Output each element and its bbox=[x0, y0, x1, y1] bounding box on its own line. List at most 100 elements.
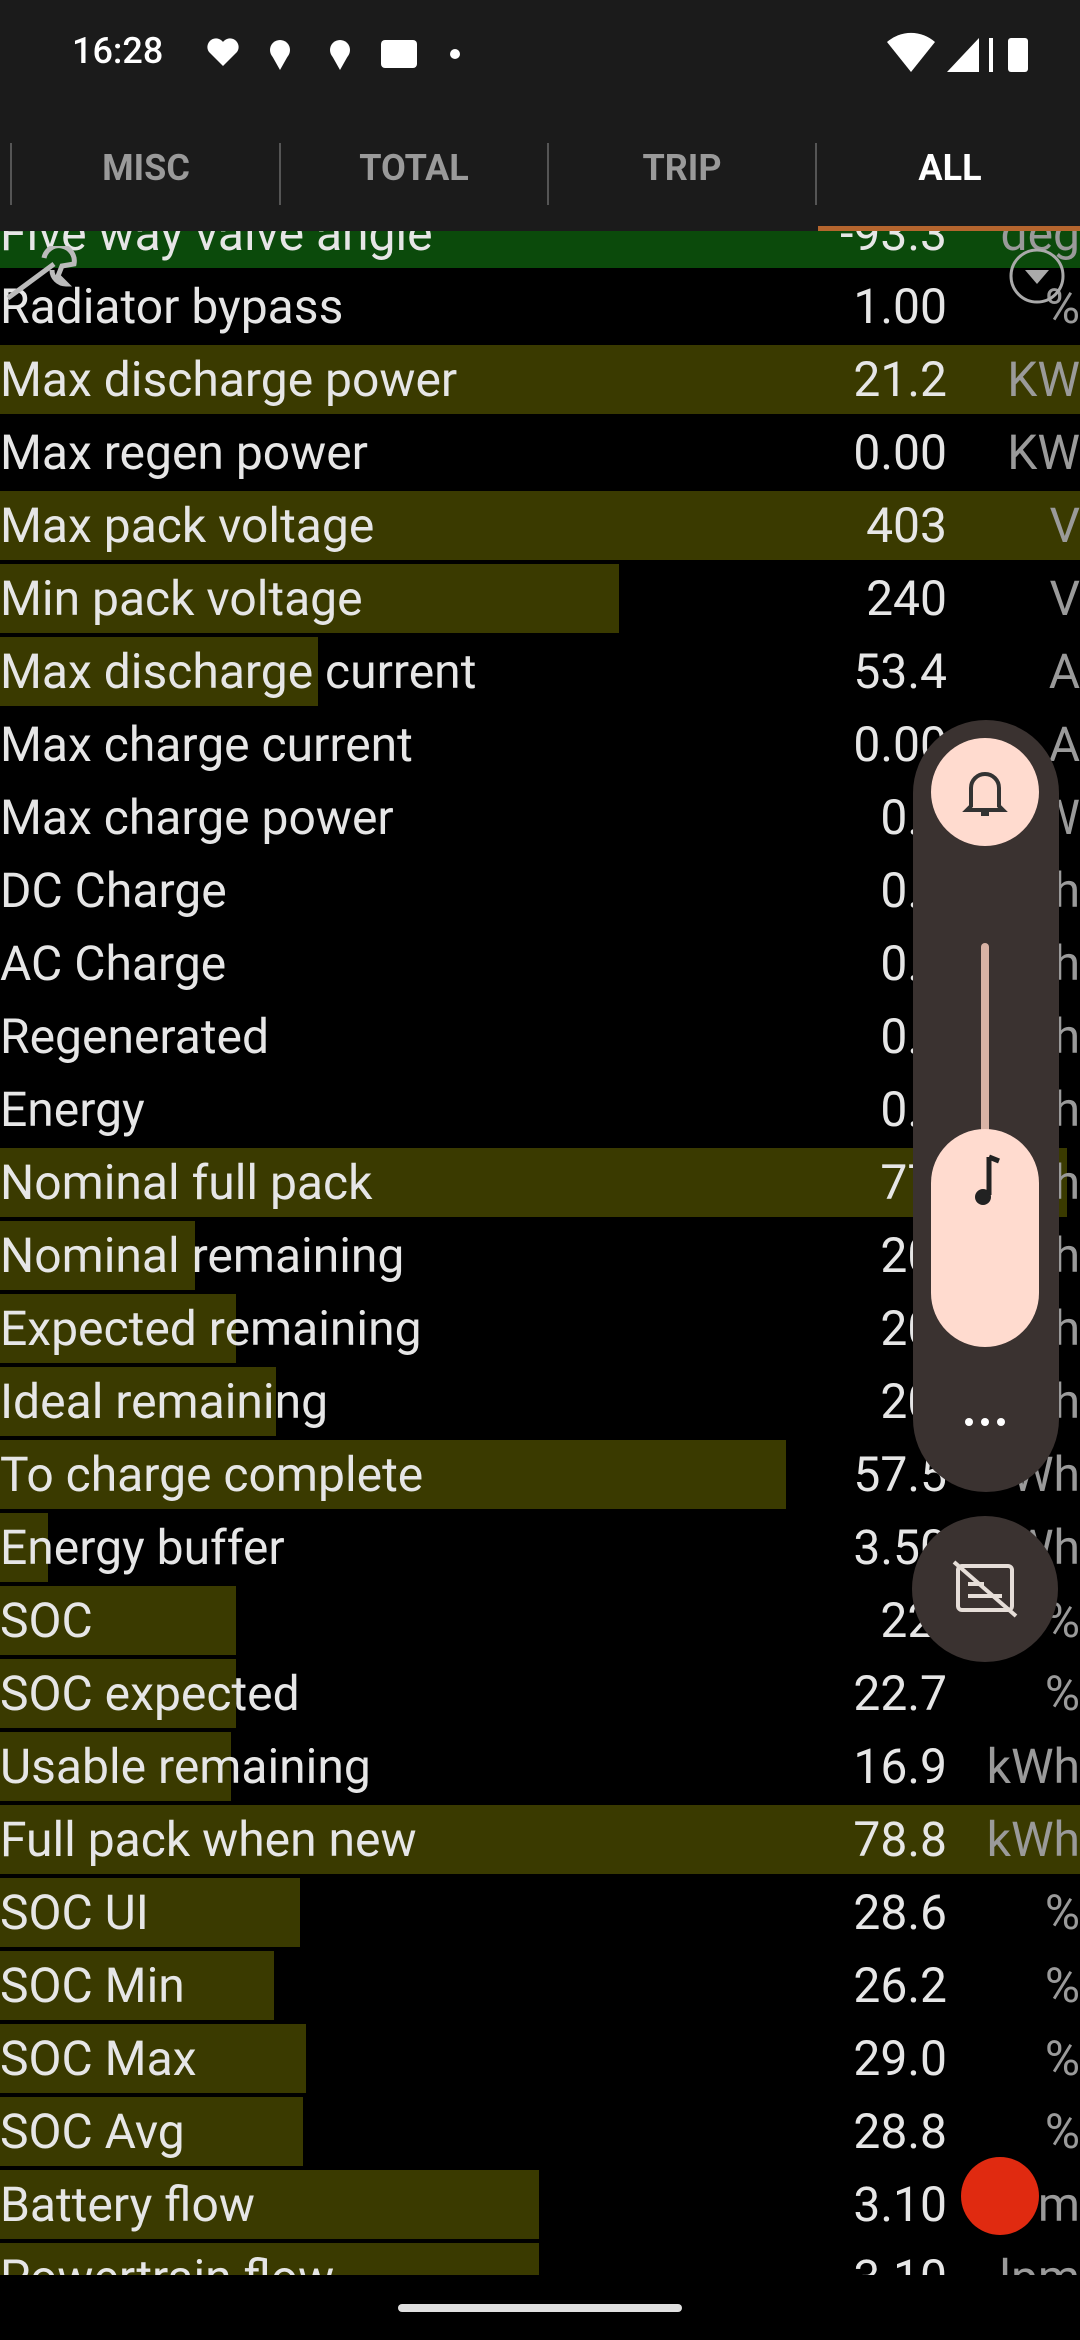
data-row[interactable]: To charge complete 57.5 Wh bbox=[0, 1438, 1080, 1511]
bell-icon bbox=[962, 772, 1008, 816]
dropdown-icon[interactable] bbox=[1008, 247, 1066, 305]
row-value: 3.10 bbox=[853, 2176, 947, 2233]
row-label: Nominal remaining bbox=[0, 1227, 405, 1284]
row-label: SOC UI bbox=[0, 1884, 149, 1941]
data-row[interactable]: Min pack voltage 240 V bbox=[0, 562, 1080, 635]
row-unit: A bbox=[1048, 716, 1080, 773]
data-row[interactable]: SOC expected 22.7% bbox=[0, 1657, 1080, 1730]
row-unit: % bbox=[1044, 1665, 1080, 1722]
data-row[interactable]: Max regen power 0.00 KW bbox=[0, 416, 1080, 489]
clock: 16:28 bbox=[72, 30, 164, 72]
tab-bar: MISC TOTAL TRIP ALL bbox=[0, 105, 1080, 231]
data-row[interactable]: Max discharge power 21.2 KW bbox=[0, 343, 1080, 416]
row-unit: A bbox=[1048, 643, 1080, 700]
row-value: 28.8 bbox=[853, 2103, 947, 2160]
row-label: Max pack voltage bbox=[0, 497, 375, 554]
tab[interactable]: ALL bbox=[918, 147, 982, 189]
data-row[interactable]: Max discharge current 53.4 A bbox=[0, 635, 1080, 708]
level-bar bbox=[0, 1513, 48, 1582]
row-label: SOC Max bbox=[0, 2030, 197, 2087]
row-unit: kWh bbox=[986, 1738, 1080, 1795]
row-label: Battery flow bbox=[0, 2176, 255, 2233]
row-label: Max discharge power bbox=[0, 351, 458, 408]
data-row[interactable]: SOC Max 29.0% bbox=[0, 2022, 1080, 2095]
row-value: 78.8 bbox=[853, 1811, 947, 1868]
row-unit: % bbox=[1044, 2030, 1080, 2087]
data-row[interactable]: Full pack when new 78.8 kWh bbox=[0, 1803, 1080, 1876]
row-unit: V bbox=[1049, 570, 1080, 627]
data-row[interactable]: Usable remaining 16.9 kWh bbox=[0, 1730, 1080, 1803]
level-bar bbox=[0, 345, 1080, 414]
level-bar bbox=[0, 1805, 1080, 1874]
row-value: 0.00 bbox=[853, 424, 947, 481]
level-bar bbox=[0, 2243, 539, 2275]
row-value: 403 bbox=[866, 497, 947, 554]
separator bbox=[547, 143, 549, 205]
data-row[interactable]: Radiator bypass 1.00% bbox=[0, 270, 1080, 343]
row-label: Min pack voltage bbox=[0, 570, 363, 627]
level-bar bbox=[0, 491, 1080, 560]
tab-indicator bbox=[818, 226, 1080, 231]
data-row[interactable]: Nominal remaining20.h bbox=[0, 1219, 1080, 1292]
data-row[interactable]: Ideal remaining20.h bbox=[0, 1365, 1080, 1438]
data-row[interactable]: Max charge current 0.00 A bbox=[0, 708, 1080, 781]
row-value: 1.00 bbox=[853, 278, 947, 335]
row-label: Full pack when new bbox=[0, 1811, 417, 1868]
row-unit: KW bbox=[1007, 424, 1080, 481]
row-label: Nominal full pack bbox=[0, 1154, 373, 1211]
level-bar bbox=[0, 1732, 232, 1801]
data-row[interactable]: SOC UI 28.6% bbox=[0, 1876, 1080, 1949]
data-row[interactable]: Max pack voltage 403 V bbox=[0, 489, 1080, 562]
row-label: Regenerated bbox=[0, 1008, 270, 1065]
row-value: 21.2 bbox=[853, 351, 947, 408]
row-label: Energy bbox=[0, 1081, 145, 1138]
more-button[interactable] bbox=[951, 1410, 1019, 1434]
data-row[interactable]: Expected remaining20.h bbox=[0, 1292, 1080, 1365]
level-bar bbox=[0, 564, 620, 633]
row-unit: lpm bbox=[999, 2241, 1080, 2275]
data-row[interactable]: Battery flow 3.10 m bbox=[0, 2168, 1080, 2241]
level-bar bbox=[0, 1586, 236, 1655]
row-unit: kWh bbox=[986, 1811, 1080, 1868]
wrench-icon[interactable] bbox=[4, 246, 84, 306]
level-bar bbox=[0, 1294, 236, 1363]
system-icons bbox=[887, 32, 1028, 72]
tab[interactable]: TOTAL bbox=[359, 147, 469, 189]
level-bar bbox=[0, 1440, 787, 1509]
notification-icons bbox=[207, 38, 460, 70]
volume-slider[interactable] bbox=[931, 1129, 1039, 1347]
level-bar bbox=[0, 1367, 276, 1436]
row-label: SOC bbox=[0, 1592, 93, 1649]
level-bar bbox=[0, 1878, 300, 1947]
row-label: Powertrain flow bbox=[0, 2241, 334, 2275]
level-bar bbox=[0, 1148, 1067, 1217]
ringer-button[interactable] bbox=[931, 738, 1039, 846]
row-label: Expected remaining bbox=[0, 1300, 422, 1357]
row-label: Radiator bypass bbox=[0, 278, 344, 335]
row-label: Usable remaining bbox=[0, 1738, 371, 1795]
level-bar bbox=[0, 1221, 196, 1290]
row-unit: % bbox=[1044, 278, 1080, 335]
home-handle[interactable] bbox=[398, 2304, 682, 2312]
tab[interactable]: TRIP bbox=[642, 147, 722, 189]
separator bbox=[10, 143, 12, 205]
tab[interactable]: MISC bbox=[102, 147, 190, 189]
row-value: 26.2 bbox=[853, 1957, 947, 2014]
data-row[interactable]: SOC Min 26.2% bbox=[0, 1949, 1080, 2022]
row-value: 53.4 bbox=[853, 643, 947, 700]
data-row[interactable]: Powertrain flow 3.10 lpm bbox=[0, 2241, 1080, 2275]
row-value: 28.6 bbox=[853, 1884, 947, 1941]
captions-button[interactable] bbox=[912, 1516, 1058, 1662]
data-row[interactable]: SOC Avg 28.8% bbox=[0, 2095, 1080, 2168]
row-unit: V bbox=[1049, 497, 1080, 554]
data-list[interactable]: Five way valve angle -93.3 deg Radiator byp… bbox=[0, 231, 1080, 2275]
level-bar bbox=[0, 1659, 236, 1728]
data-row[interactable]: Five way valve angle -93.3 deg bbox=[0, 231, 1080, 270]
row-label: SOC Avg bbox=[0, 2103, 185, 2160]
row-value: -93.3 bbox=[840, 231, 947, 262]
separator bbox=[815, 143, 817, 205]
record-button[interactable] bbox=[961, 2157, 1039, 2235]
level-bar bbox=[0, 2024, 306, 2093]
level-bar bbox=[0, 1951, 275, 2020]
